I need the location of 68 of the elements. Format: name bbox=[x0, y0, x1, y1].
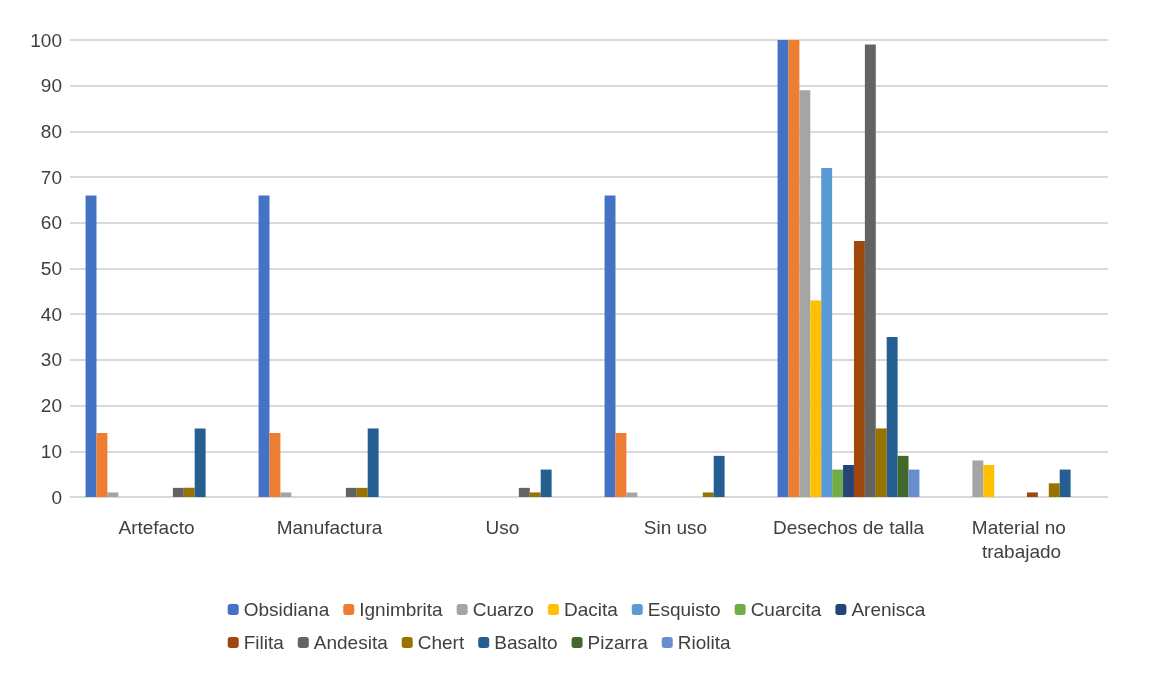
legend-label: Dacita bbox=[563, 599, 619, 620]
bar bbox=[194, 428, 206, 497]
y-tick-label: 10 bbox=[40, 440, 62, 462]
y-tick-label: 70 bbox=[40, 166, 62, 188]
legend-label: Pizarra bbox=[587, 632, 649, 653]
y-tick-label: 90 bbox=[40, 75, 62, 97]
bar bbox=[518, 487, 530, 497]
legend-label: Arenisca bbox=[851, 599, 926, 620]
bar bbox=[258, 195, 270, 497]
legend-label: Filita bbox=[243, 632, 285, 653]
legend-label: Ignimbrita bbox=[359, 599, 444, 620]
bar bbox=[367, 428, 379, 497]
bar bbox=[1048, 483, 1060, 497]
bar bbox=[972, 460, 984, 497]
bar bbox=[345, 487, 357, 497]
bar bbox=[832, 469, 844, 497]
y-tick-label: 30 bbox=[40, 349, 62, 371]
bar bbox=[875, 428, 887, 497]
bar bbox=[843, 465, 854, 497]
y-tick-label: 40 bbox=[40, 303, 62, 325]
x-tick-label: Manufactura bbox=[276, 516, 383, 538]
y-tick-label: 0 bbox=[51, 486, 62, 508]
y-tick-label: 80 bbox=[40, 120, 62, 142]
legend-label: Riolita bbox=[677, 632, 731, 653]
x-tick-label: Material no trabajado bbox=[971, 516, 1072, 562]
bar bbox=[107, 492, 119, 497]
legend-label: Chert bbox=[417, 632, 465, 653]
bar bbox=[713, 455, 725, 497]
y-tick-label: 20 bbox=[40, 395, 62, 417]
bar bbox=[821, 167, 833, 497]
x-tick-label: Sin uso bbox=[643, 516, 708, 538]
bar bbox=[983, 465, 995, 497]
legend-label: Cuarzo bbox=[472, 599, 534, 620]
x-tick-label: Desechos de talla bbox=[772, 516, 925, 538]
bar bbox=[810, 300, 822, 497]
bar bbox=[96, 433, 108, 497]
bar bbox=[777, 40, 789, 497]
x-tick-label: Uso bbox=[485, 516, 520, 538]
bar bbox=[908, 469, 920, 497]
bar bbox=[1059, 469, 1071, 497]
bar bbox=[853, 241, 865, 497]
bar bbox=[799, 90, 811, 497]
y-tick-label: 50 bbox=[40, 258, 62, 279]
legend-label: Cuarcita bbox=[750, 599, 822, 620]
bar bbox=[702, 492, 714, 497]
bar bbox=[172, 487, 184, 497]
bar bbox=[615, 433, 627, 497]
bar bbox=[897, 455, 909, 497]
y-tick-label: 60 bbox=[40, 212, 62, 234]
bar bbox=[540, 469, 552, 497]
bar bbox=[85, 195, 97, 497]
legend-label: Andesita bbox=[313, 632, 389, 653]
bar bbox=[269, 433, 281, 497]
bar bbox=[788, 40, 800, 497]
y-tick-label: 100 bbox=[30, 29, 62, 51]
x-tick-label: Artefacto bbox=[118, 516, 195, 538]
bar bbox=[356, 487, 368, 497]
bar bbox=[1026, 492, 1038, 497]
legend-label: Basalto bbox=[494, 632, 558, 653]
bar bbox=[529, 492, 541, 497]
legend-label: Obsidiana bbox=[243, 599, 330, 620]
bar bbox=[864, 44, 876, 497]
bar bbox=[604, 195, 616, 497]
bar bbox=[280, 492, 292, 497]
legend-label: Esquisto bbox=[647, 599, 721, 620]
bar bbox=[886, 337, 898, 497]
bar bbox=[626, 492, 638, 497]
bar bbox=[183, 487, 195, 497]
